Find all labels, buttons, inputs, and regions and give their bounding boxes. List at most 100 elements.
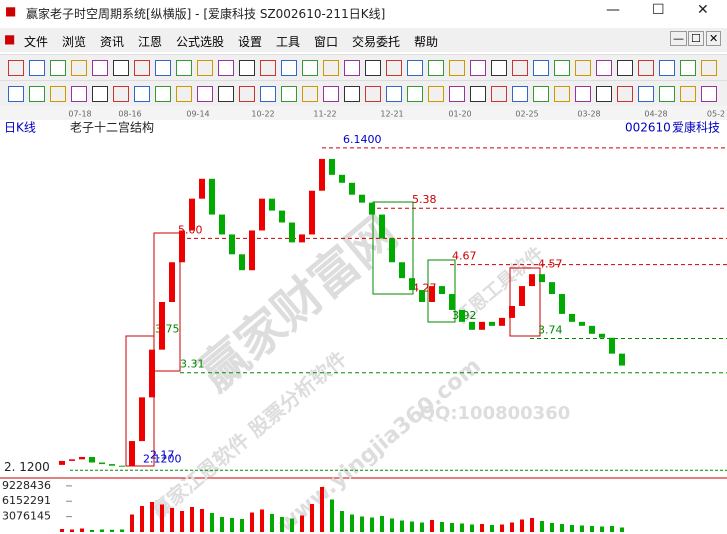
toolbar-button[interactable] bbox=[638, 60, 654, 76]
menu-item[interactable]: 窗口 bbox=[314, 35, 339, 49]
toolbar-button[interactable] bbox=[638, 86, 654, 102]
toolbar-button[interactable] bbox=[428, 60, 444, 76]
toolbar-button[interactable] bbox=[449, 86, 465, 102]
toolbar-button[interactable] bbox=[197, 86, 213, 102]
menu-item[interactable]: 资讯 bbox=[100, 35, 125, 49]
toolbar-button[interactable] bbox=[239, 86, 255, 102]
toolbar-button[interactable] bbox=[491, 86, 507, 102]
toolbar-button[interactable] bbox=[659, 86, 675, 102]
volume-bar bbox=[170, 508, 174, 532]
toolbar-button[interactable] bbox=[8, 86, 24, 102]
menu-item[interactable]: 设置 bbox=[238, 35, 263, 49]
toolbar-button[interactable] bbox=[470, 86, 486, 102]
toolbar-button[interactable] bbox=[428, 86, 444, 102]
toolbar-button[interactable] bbox=[386, 60, 402, 76]
toolbar-button[interactable] bbox=[554, 86, 570, 102]
candle-body bbox=[469, 321, 475, 330]
toolbar-button[interactable] bbox=[281, 86, 297, 102]
toolbar-button[interactable] bbox=[218, 60, 234, 76]
toolbar-button[interactable] bbox=[323, 60, 339, 76]
toolbar-button[interactable] bbox=[281, 60, 297, 76]
toolbar-button[interactable] bbox=[701, 86, 717, 102]
watermark: QQ:100800360 bbox=[420, 403, 571, 424]
minimize[interactable]: — bbox=[606, 2, 620, 18]
menu-item[interactable]: 公式选股 bbox=[176, 35, 225, 49]
window-title: 赢家老子时空周期系统[纵横版] - [爱康科技 SZ002610-211日K线] bbox=[26, 7, 386, 21]
toolbar-button[interactable] bbox=[302, 60, 318, 76]
maximize[interactable]: ☐ bbox=[652, 2, 665, 18]
mdi-button[interactable]: ☐ bbox=[688, 31, 704, 46]
mdi-button[interactable]: — bbox=[670, 31, 687, 46]
toolbar-button[interactable] bbox=[176, 86, 192, 102]
toolbar-button[interactable] bbox=[176, 60, 192, 76]
toolbar-button[interactable] bbox=[8, 60, 24, 76]
toolbar-button[interactable] bbox=[92, 60, 108, 76]
toolbar-button[interactable] bbox=[659, 60, 675, 76]
toolbar-button[interactable] bbox=[491, 60, 507, 76]
toolbar-button[interactable] bbox=[50, 86, 66, 102]
toolbar-button[interactable] bbox=[365, 60, 381, 76]
toolbar-button[interactable] bbox=[71, 86, 87, 102]
toolbar-button[interactable] bbox=[365, 86, 381, 102]
toolbar-button[interactable] bbox=[155, 60, 171, 76]
toolbar-button[interactable] bbox=[239, 60, 255, 76]
mdi-button[interactable]: ✕ bbox=[706, 31, 722, 46]
candle-body bbox=[349, 182, 355, 195]
toolbar-button[interactable] bbox=[197, 60, 213, 76]
toolbar-button[interactable] bbox=[680, 60, 696, 76]
toolbar-button[interactable] bbox=[260, 86, 276, 102]
toolbar-button[interactable] bbox=[470, 60, 486, 76]
toolbar-button[interactable] bbox=[533, 60, 549, 76]
volume-bar bbox=[590, 526, 594, 532]
toolbar-button[interactable] bbox=[449, 60, 465, 76]
toolbar-button[interactable] bbox=[512, 86, 528, 102]
toolbar-button[interactable] bbox=[680, 86, 696, 102]
candle-body bbox=[519, 286, 525, 306]
volume-bar bbox=[550, 523, 554, 532]
close[interactable]: ✕ bbox=[697, 2, 709, 18]
toolbar-button[interactable] bbox=[575, 86, 591, 102]
toolbar-button[interactable] bbox=[218, 86, 234, 102]
toolbar-button[interactable] bbox=[50, 60, 66, 76]
chart: 07-18 08-16 09-14 10-22 11-22 12-21 01-20 02-25… bbox=[0, 106, 727, 534]
toolbar-button[interactable] bbox=[386, 86, 402, 102]
toolbar-button[interactable] bbox=[344, 60, 360, 76]
candle-body bbox=[309, 190, 315, 235]
toolbar-button[interactable] bbox=[113, 86, 129, 102]
menu-item[interactable]: 工具 bbox=[276, 35, 301, 49]
toolbar-button[interactable] bbox=[260, 60, 276, 76]
date-label: 03-28 bbox=[577, 110, 600, 119]
toolbar-button[interactable] bbox=[92, 86, 108, 102]
volume-bar bbox=[510, 522, 514, 532]
toolbar-button[interactable] bbox=[344, 86, 360, 102]
menu-item[interactable]: 文件 bbox=[24, 35, 49, 49]
menu-item[interactable]: 江恩 bbox=[138, 35, 163, 49]
toolbar-button[interactable] bbox=[617, 86, 633, 102]
toolbar-button[interactable] bbox=[29, 86, 45, 102]
toolbar-button[interactable] bbox=[134, 60, 150, 76]
menu-item[interactable]: 浏览 bbox=[62, 35, 87, 49]
toolbar-button[interactable] bbox=[533, 86, 549, 102]
toolbar-button[interactable] bbox=[617, 60, 633, 76]
toolbar-button[interactable] bbox=[155, 86, 171, 102]
toolbar-button[interactable] bbox=[596, 60, 612, 76]
toolbar-button[interactable] bbox=[575, 60, 591, 76]
toolbar-button[interactable] bbox=[554, 60, 570, 76]
toolbar-button[interactable] bbox=[323, 86, 339, 102]
volume-bar bbox=[310, 504, 314, 532]
date-label: 07-18 bbox=[68, 110, 91, 119]
toolbar-button[interactable] bbox=[407, 86, 423, 102]
toolbar-button[interactable] bbox=[512, 60, 528, 76]
toolbar-button[interactable] bbox=[29, 60, 45, 76]
toolbar-button[interactable] bbox=[134, 86, 150, 102]
toolbar-button[interactable] bbox=[701, 60, 717, 76]
structure-box bbox=[153, 232, 181, 372]
toolbar-button[interactable] bbox=[302, 86, 318, 102]
candle-body bbox=[429, 286, 435, 302]
menu-item[interactable]: 交易委托 bbox=[352, 35, 401, 49]
toolbar-button[interactable] bbox=[596, 86, 612, 102]
toolbar-button[interactable] bbox=[113, 60, 129, 76]
toolbar-button[interactable] bbox=[407, 60, 423, 76]
menu-item[interactable]: 帮助 bbox=[414, 35, 439, 49]
toolbar-button[interactable] bbox=[71, 60, 87, 76]
